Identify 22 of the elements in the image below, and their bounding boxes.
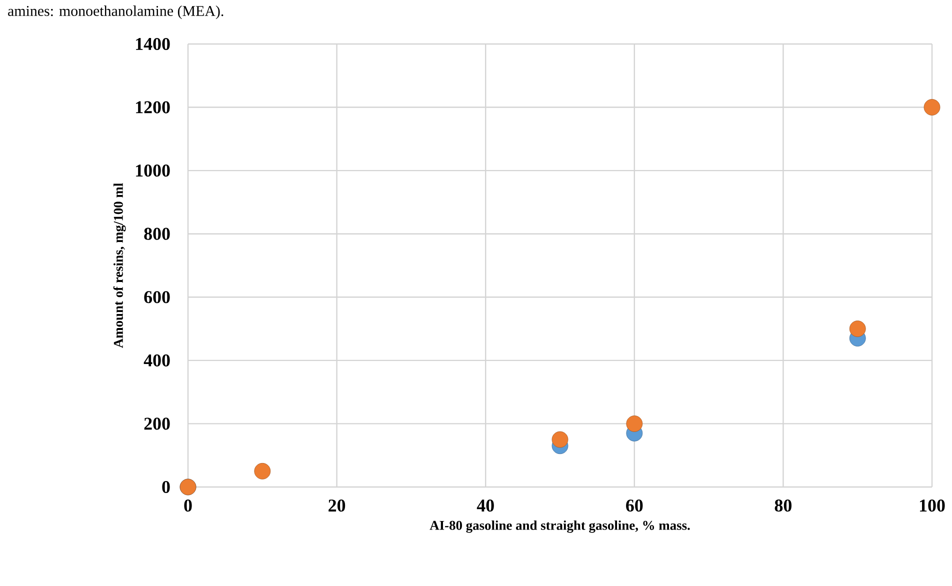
- point: [552, 431, 568, 448]
- x-tick-label: 80: [774, 500, 792, 512]
- text: amines: monoethanolamine (MEA).: [8, 6, 224, 20]
- y-tick-label: 400: [144, 354, 170, 366]
- point: [626, 416, 643, 432]
- y-tick-label: 1000: [136, 164, 170, 177]
- x-tick-label: 20: [328, 500, 346, 512]
- x-tick-label: 100: [920, 500, 945, 512]
- x-tick-label: 0: [184, 500, 192, 512]
- x-tick-label: 60: [626, 500, 643, 512]
- point: [254, 462, 271, 480]
- y-tick-label: 600: [144, 291, 170, 304]
- y-tick-label: 800: [144, 228, 170, 240]
- y-tick-label: 1400: [136, 38, 170, 50]
- x-axis-title: AI-80 gasoline and straight gasoline, % mass.: [430, 520, 690, 533]
- point: [924, 99, 940, 116]
- point: [849, 320, 866, 337]
- y-tick-label: 1200: [136, 101, 170, 114]
- y-tick-label: 200: [144, 418, 170, 430]
- y-axis-title: Amount of resins, mg/100 ml: [113, 183, 126, 348]
- y-tick-label: 0: [162, 480, 170, 494]
- x-tick-label: 40: [476, 500, 494, 512]
